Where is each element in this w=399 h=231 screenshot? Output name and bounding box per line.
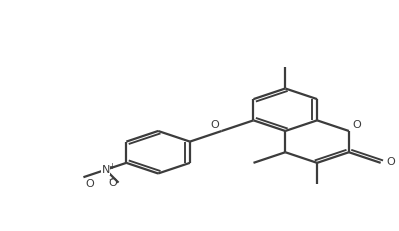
Text: O: O	[108, 178, 117, 188]
Text: O: O	[352, 120, 361, 130]
Text: O: O	[211, 120, 219, 130]
Text: O: O	[85, 179, 94, 189]
Text: +: +	[109, 161, 115, 170]
Text: ⁻: ⁻	[109, 177, 114, 187]
Text: O: O	[386, 157, 395, 167]
Text: N: N	[101, 165, 110, 175]
